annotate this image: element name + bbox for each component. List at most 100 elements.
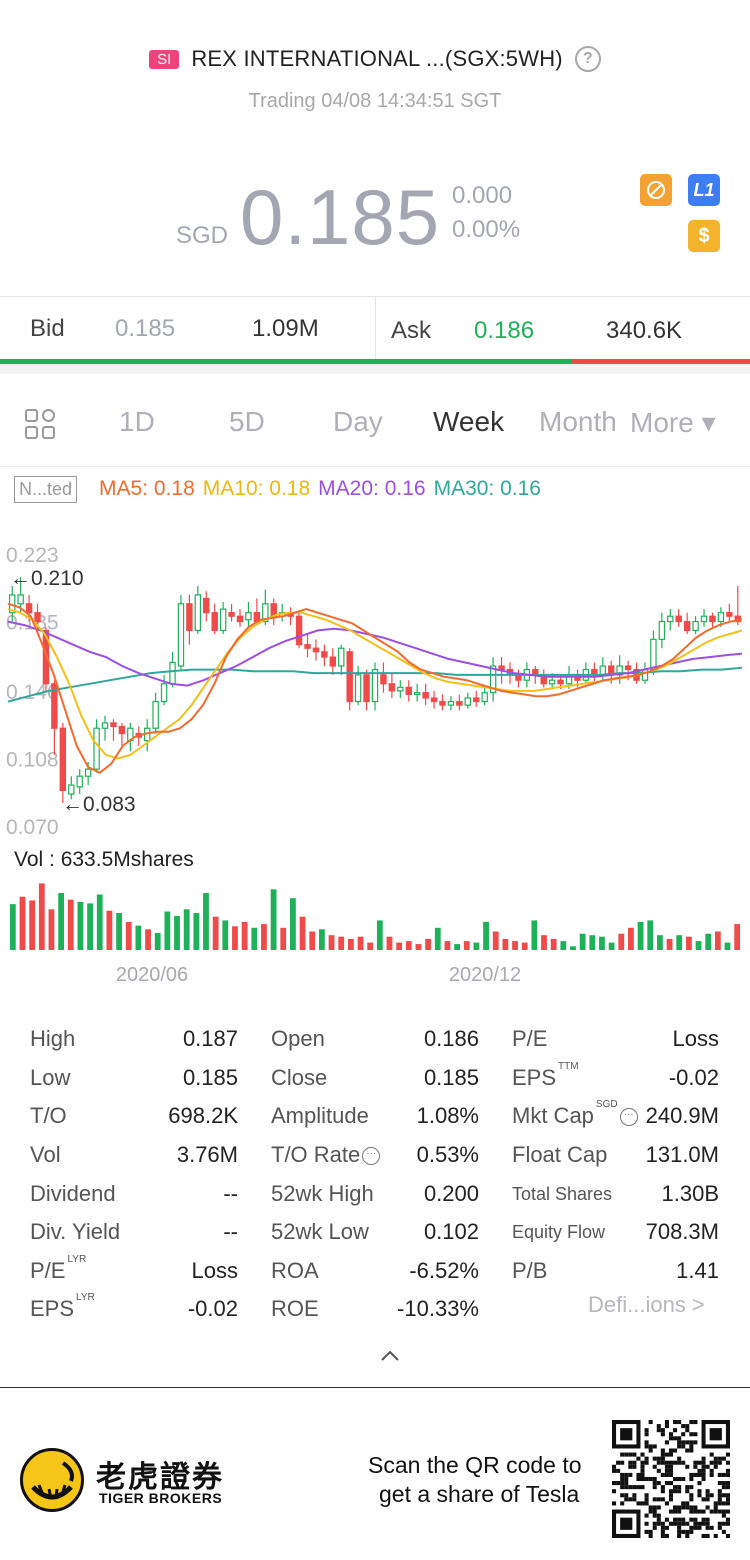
qr-module — [656, 1505, 661, 1510]
qr-module — [664, 1464, 669, 1469]
qr-module — [685, 1485, 690, 1490]
stat-label: Low — [30, 1065, 70, 1091]
candle-body — [110, 722, 117, 728]
stat-tag: LYR — [67, 1254, 87, 1265]
tab-more[interactable]: More ▾ — [630, 407, 716, 438]
qr-module — [664, 1481, 669, 1486]
qr-module — [656, 1497, 661, 1502]
stat-value: 708.3M — [645, 1219, 719, 1244]
qr-module — [656, 1428, 661, 1433]
tab-week[interactable]: Week — [433, 406, 505, 437]
qr-module — [705, 1464, 710, 1469]
volume-bar — [405, 941, 412, 950]
qr-module — [697, 1521, 702, 1526]
candle-body — [338, 647, 345, 667]
volume-bar — [734, 924, 741, 950]
qr-module — [673, 1521, 678, 1526]
stat-row: Vol 3.76M — [30, 1140, 238, 1170]
volume-bar — [676, 935, 683, 950]
qr-module — [697, 1525, 702, 1530]
volume-bar — [280, 927, 287, 950]
candle-body — [700, 615, 708, 623]
price-block: SGD 0.185 0.000 0.00% L1 $ — [0, 170, 750, 261]
qr-module — [648, 1476, 653, 1482]
qr-module — [725, 1517, 730, 1522]
stat-label-text: P/E — [512, 1026, 548, 1051]
layout-grid-icon[interactable] — [24, 408, 56, 440]
volume-bar — [473, 942, 480, 950]
help-icon[interactable]: ? — [574, 46, 601, 72]
qr-module — [685, 1521, 690, 1526]
stat-row: ROA -6.52% — [271, 1256, 479, 1286]
qr-module — [636, 1485, 641, 1490]
tab-day[interactable]: Day — [333, 406, 383, 437]
qr-module — [725, 1521, 730, 1526]
candlestick-chart[interactable]: 0.2230.1850.1460.1080.070←0.210←0.083Vol… — [0, 530, 750, 990]
qr-module — [624, 1452, 629, 1457]
volume-bar — [483, 921, 489, 950]
qr-module — [681, 1440, 686, 1445]
qr-module — [725, 1472, 730, 1477]
ask-volume-bar — [571, 359, 750, 364]
stat-value: 1.30B — [661, 1181, 720, 1206]
adjust-selector[interactable]: N...ted — [14, 475, 78, 503]
qr-module — [640, 1476, 645, 1482]
qr-module — [644, 1456, 649, 1461]
qr-module — [644, 1432, 649, 1437]
qr-module — [725, 1497, 730, 1502]
volume-bar — [579, 933, 586, 950]
tab-month[interactable]: Month — [539, 406, 617, 437]
qr-module — [697, 1509, 702, 1514]
dollar-icon[interactable]: $ — [688, 220, 720, 252]
qr-module — [693, 1505, 698, 1510]
qr-module — [721, 1509, 726, 1514]
definitions-link[interactable]: Defi...ions > — [588, 1292, 705, 1317]
qr-module — [685, 1501, 690, 1506]
volume-bar — [125, 921, 132, 950]
qr-module — [721, 1481, 726, 1486]
qr-module — [668, 1464, 674, 1469]
qr-module — [660, 1525, 665, 1530]
qr-module — [693, 1525, 698, 1530]
tab-5d[interactable]: 5D — [229, 406, 265, 437]
ma-legend: N...ted MA5: 0.18 MA10: 0.18 MA20: 0.16 … — [14, 474, 541, 504]
qr-module — [681, 1460, 686, 1465]
qr-module — [701, 1533, 706, 1538]
tab-1d[interactable]: 1D — [119, 406, 155, 437]
qr-module — [632, 1497, 637, 1502]
volume-bar — [183, 909, 190, 950]
stat-row: Low 0.185 — [30, 1063, 238, 1093]
chevron-up-icon[interactable] — [378, 1344, 402, 1368]
volume-bar — [38, 883, 45, 950]
bid-price: 0.185 — [115, 315, 176, 342]
qr-module — [620, 1472, 625, 1477]
qr-module — [668, 1432, 674, 1437]
qr-module — [632, 1485, 637, 1490]
tabs-divider — [0, 466, 750, 467]
ask-label: Ask — [391, 317, 432, 344]
qr-module — [652, 1505, 657, 1510]
candle-body — [683, 620, 691, 632]
stock-title[interactable]: REX INTERNATIONAL ...(SGX:5WH) — [191, 46, 563, 71]
qr-module — [660, 1472, 665, 1477]
info-more-icon[interactable]: ··· — [619, 1108, 638, 1127]
volume-bar — [618, 933, 625, 950]
qr-module — [660, 1497, 665, 1502]
qr-module — [668, 1472, 674, 1477]
volume-bar — [48, 909, 55, 950]
info-more-icon[interactable]: ··· — [362, 1147, 381, 1166]
qr-module — [636, 1456, 641, 1461]
candle-body — [675, 615, 682, 623]
stat-label-text: Mkt Cap — [512, 1103, 594, 1128]
candle-body — [717, 612, 725, 623]
stat-label: P/E — [512, 1026, 547, 1052]
candle-body — [245, 612, 252, 621]
qr-module — [689, 1529, 694, 1534]
no-short-icon[interactable] — [640, 174, 672, 206]
qr-module — [660, 1521, 665, 1526]
stat-tag: TTM — [558, 1061, 579, 1072]
promo-line-1: Scan the QR code to — [368, 1452, 582, 1478]
price-change: 0.000 — [452, 182, 513, 209]
bid-ask-bar: Bid 0.185 1.09M Ask 0.186 340.6K — [0, 296, 750, 374]
level1-icon[interactable]: L1 — [688, 174, 720, 206]
